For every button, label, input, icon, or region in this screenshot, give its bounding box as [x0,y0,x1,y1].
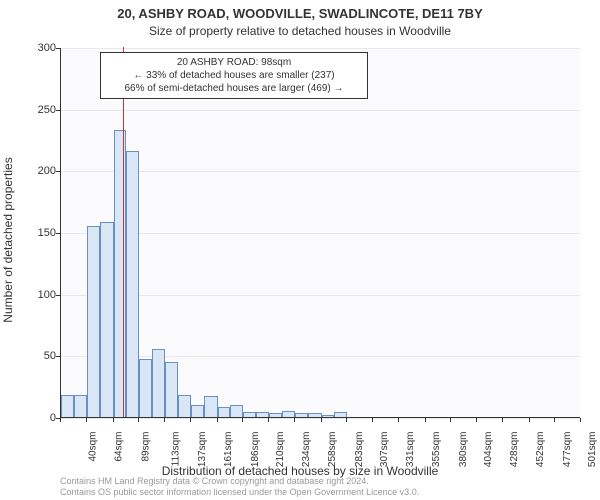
x-tick-mark [242,418,243,422]
gridline [61,110,580,111]
x-tick-label: 64sqm [113,432,124,462]
annotation-line1: 20 ASHBY ROAD: 98sqm [107,56,361,69]
y-tick-mark [56,171,60,172]
y-tick-mark [56,110,60,111]
x-tick-mark [138,418,139,422]
histogram-bar [100,222,114,417]
x-tick-label: 355sqm [431,432,442,468]
marker-line [123,47,124,417]
y-tick-label: 50 [16,350,56,362]
histogram-bar [308,413,322,417]
histogram-bar [178,395,191,417]
gridline [61,48,580,49]
x-tick-mark [60,418,61,422]
x-tick-label: 452sqm [535,432,546,468]
histogram-bar [87,226,100,417]
x-tick-mark [580,418,581,422]
x-tick-label: 380sqm [458,432,469,468]
y-tick-label: 150 [16,227,56,239]
x-tick-label: 501sqm [587,432,598,468]
x-tick-mark [450,418,451,422]
histogram-bar [269,413,282,417]
histogram-bar [61,395,74,417]
histogram-bar [74,395,87,417]
x-tick-label: 89sqm [140,432,151,462]
x-tick-label: 404sqm [483,432,494,468]
x-tick-mark [529,418,530,422]
y-tick-mark [56,48,60,49]
x-tick-mark [502,418,503,422]
x-tick-label: 258sqm [327,432,338,468]
y-tick-label: 250 [16,104,56,116]
plot-area [60,48,580,418]
x-tick-mark [372,418,373,422]
chart-title-main: 20, ASHBY ROAD, WOODVILLE, SWADLINCOTE, … [0,6,600,21]
x-tick-label: 428sqm [509,432,520,468]
histogram-bar [165,362,178,418]
histogram-bar [139,359,152,417]
footer-attribution: Contains HM Land Registry data © Crown c… [60,476,419,498]
x-tick-mark [346,418,347,422]
x-tick-mark [217,418,218,422]
x-tick-mark [164,418,165,422]
y-tick-label: 300 [16,42,56,54]
y-axis-label: Number of detached properties [1,157,15,322]
histogram-bar [256,412,269,417]
y-tick-mark [56,356,60,357]
histogram-bar [334,412,347,417]
x-tick-label: 283sqm [354,432,365,468]
histogram-bar [218,407,231,417]
histogram-bar [230,405,243,417]
x-tick-mark [321,418,322,422]
annotation-line2: ← 33% of detached houses are smaller (23… [107,69,361,82]
x-tick-label: 113sqm [171,432,182,467]
x-tick-mark [294,418,295,422]
x-tick-label: 210sqm [275,432,286,468]
histogram-bar [243,412,256,417]
y-tick-mark [56,295,60,296]
histogram-bar [282,411,295,417]
x-tick-mark [86,418,87,422]
histogram-bar [152,349,165,417]
x-tick-mark [425,418,426,422]
x-tick-mark [476,418,477,422]
histogram-bar [204,396,218,417]
annotation-box: 20 ASHBY ROAD: 98sqm ← 33% of detached h… [100,52,368,99]
x-tick-label: 477sqm [562,432,573,468]
histogram-bar [295,413,308,417]
x-tick-mark [268,418,269,422]
x-tick-mark [398,418,399,422]
x-tick-mark [554,418,555,422]
y-tick-label: 200 [16,165,56,177]
x-tick-label: 307sqm [379,432,390,468]
y-tick-mark [56,233,60,234]
x-tick-label: 186sqm [250,432,261,468]
y-tick-label: 100 [16,289,56,301]
x-tick-mark [113,418,114,422]
x-tick-label: 331sqm [405,432,416,468]
histogram-bar [114,130,127,417]
x-tick-label: 137sqm [197,432,208,468]
histogram-bar [191,405,204,417]
histogram-bar [322,415,335,417]
x-tick-label: 40sqm [88,432,99,462]
footer-line1: Contains HM Land Registry data © Crown c… [60,476,419,487]
y-tick-label: 0 [16,412,56,424]
histogram-chart: 20, ASHBY ROAD, WOODVILLE, SWADLINCOTE, … [0,0,600,500]
x-tick-mark [190,418,191,422]
x-tick-label: 161sqm [223,432,234,468]
footer-line2: Contains OS public sector information li… [60,487,419,498]
histogram-bar [126,151,139,417]
chart-title-sub: Size of property relative to detached ho… [0,24,600,38]
annotation-line3: 66% of semi-detached houses are larger (… [107,82,361,95]
x-tick-label: 234sqm [301,432,312,468]
